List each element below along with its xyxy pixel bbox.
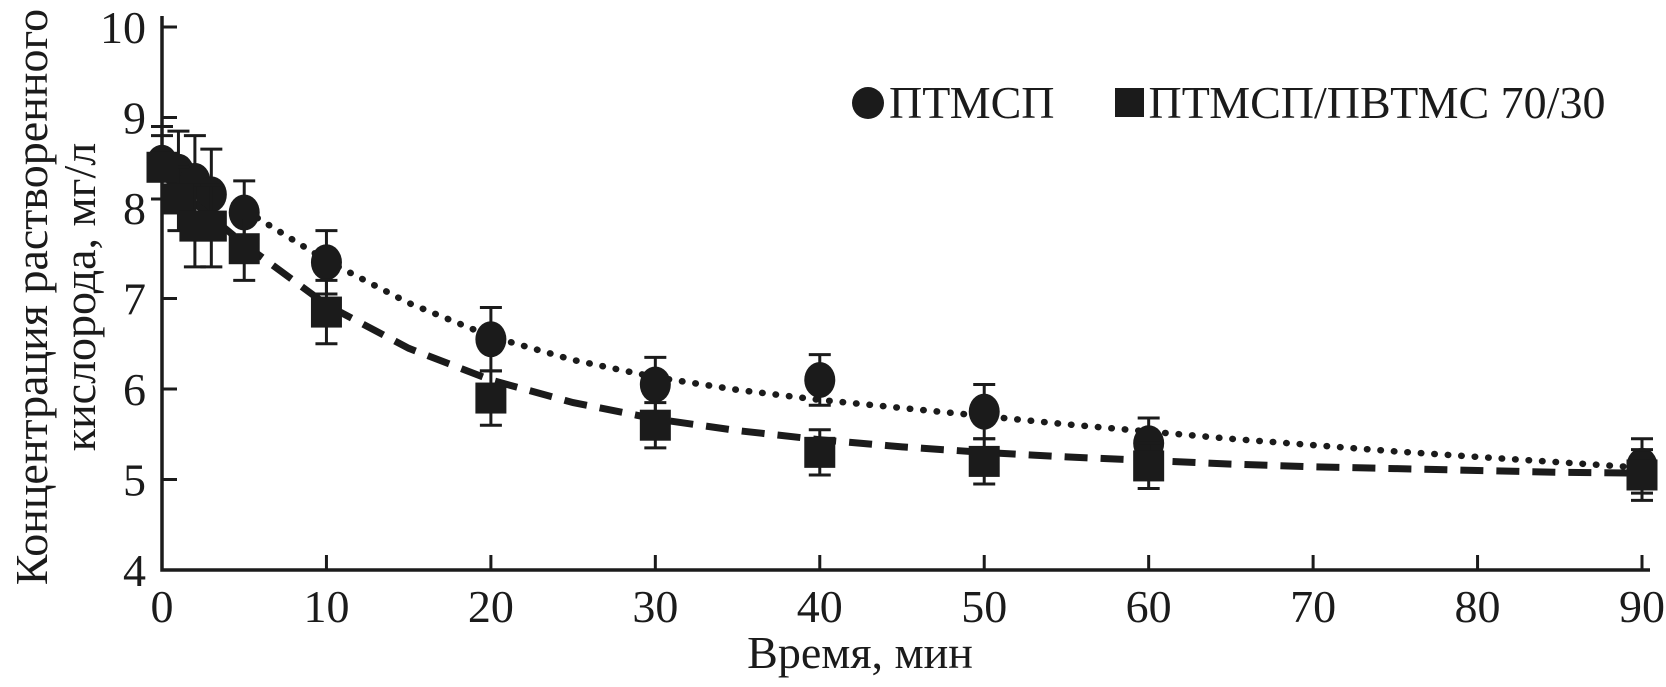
data-point-square xyxy=(968,445,1000,477)
data-point-square xyxy=(804,436,836,468)
y-tick-label: 4 xyxy=(123,545,146,596)
data-point-circle xyxy=(804,361,836,398)
y-tick-label: 8 xyxy=(123,183,146,234)
data-point-square xyxy=(146,151,178,183)
series-ptmsp xyxy=(146,125,1658,495)
data-point-circle xyxy=(475,321,507,358)
x-tick-label: 0 xyxy=(151,581,174,632)
x-tick-label: 50 xyxy=(961,581,1007,632)
y-tick-label: 7 xyxy=(123,274,146,325)
data-point-square xyxy=(475,382,507,414)
y-tick-label: 6 xyxy=(123,364,146,415)
legend-label-ptmsp-pvtms: ПТМСП/ПВТМС 70/30 xyxy=(1148,77,1606,128)
square-marker-icon xyxy=(1114,88,1144,117)
x-tick-label: 20 xyxy=(468,581,514,632)
data-point-square xyxy=(310,296,342,328)
x-tick-label: 80 xyxy=(1455,581,1501,632)
y-tick-label: 9 xyxy=(123,93,146,144)
legend-item-ptmsp-pvtms: ПТМСП/ПВТМС 70/30 xyxy=(1114,76,1606,129)
data-point-square xyxy=(195,210,227,242)
y-axis-label-line2: кислорода, мг/л xyxy=(54,142,105,452)
data-point-circle xyxy=(968,393,1000,430)
data-point-square xyxy=(1626,459,1658,491)
x-tick-label: 70 xyxy=(1290,581,1336,632)
circle-marker-icon xyxy=(852,86,884,119)
y-tick-label: 10 xyxy=(100,2,146,53)
fit-line-dashed xyxy=(159,171,1643,477)
series-ptmsp-pvtms xyxy=(146,134,1658,502)
data-point-square xyxy=(639,409,671,441)
x-tick-label: 10 xyxy=(303,581,349,632)
x-axis-label: Время, мин xyxy=(747,627,973,678)
x-tick-label: 40 xyxy=(797,581,843,632)
x-tick-label: 60 xyxy=(1126,581,1172,632)
axes: 0 10 20 30 40 50 60 70 80 90 4 5 6 7 8 9 10 xyxy=(100,2,1665,632)
y-axis-label-line1: Концентрация растворенного xyxy=(6,8,57,586)
data-point-circle xyxy=(639,366,671,403)
legend: ПТМСП ПТМСП/ПВТМС 70/30 xyxy=(852,76,1605,129)
data-point-square xyxy=(228,233,260,265)
legend-label-ptmsp: ПТМСП xyxy=(889,77,1055,128)
y-tick-label: 5 xyxy=(123,455,146,506)
data-point-circle xyxy=(228,194,260,231)
fit-line-dotted xyxy=(158,164,1646,471)
data-point-circle xyxy=(310,244,342,281)
legend-item-ptmsp: ПТМСП xyxy=(852,76,1055,129)
x-tick-label: 90 xyxy=(1619,581,1665,632)
x-tick-label: 30 xyxy=(632,581,678,632)
y-axis-label: Концентрация растворенного кислорода, мг… xyxy=(6,0,105,597)
data-point-square xyxy=(162,183,194,215)
data-point-square xyxy=(1133,450,1165,482)
